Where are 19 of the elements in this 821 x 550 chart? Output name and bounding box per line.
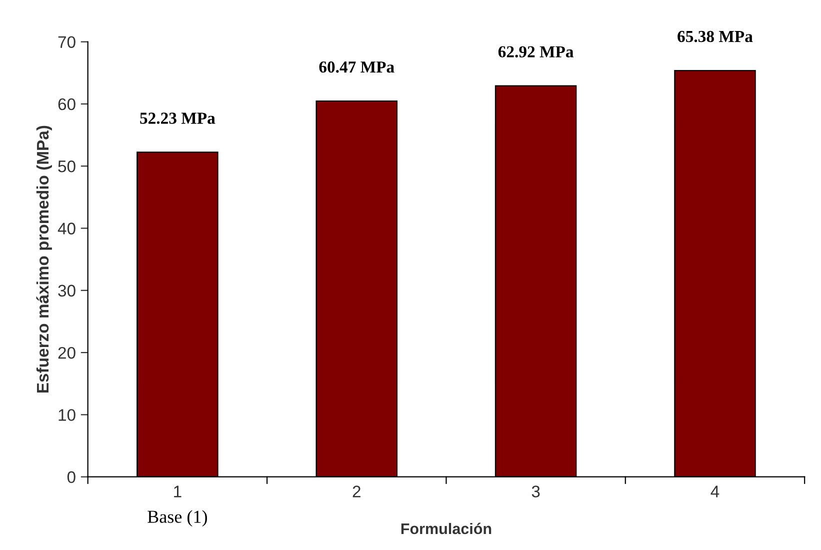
y-tick-label: 50 <box>58 160 76 172</box>
y-axis-title: Esfuerzo máximo promedio (MPa) <box>36 126 52 392</box>
x-tick-label: 4 <box>710 486 720 498</box>
x-axis-title: Formulación <box>401 522 492 534</box>
y-tick-label: 10 <box>58 409 76 421</box>
data-label: 65.38 MPa <box>678 30 753 42</box>
y-tick-label: 30 <box>58 284 76 297</box>
text: Base (1) <box>148 510 207 527</box>
data-label: 62.92 MPa <box>498 46 574 58</box>
data-label: 60.47 MPa <box>319 61 394 73</box>
y-tick-label: 70 <box>58 36 76 48</box>
y-tick-label: 60 <box>58 98 76 110</box>
data-label: 52.23 MPa <box>140 112 216 124</box>
x-tick-label: 1 <box>174 486 182 498</box>
y-tick-label: 0 <box>67 471 76 484</box>
y-tick-label: 20 <box>58 346 76 359</box>
x-tick-label: 2 <box>352 486 360 498</box>
x-tick-label: 3 <box>532 486 540 498</box>
y-tick-label: 40 <box>58 222 76 234</box>
